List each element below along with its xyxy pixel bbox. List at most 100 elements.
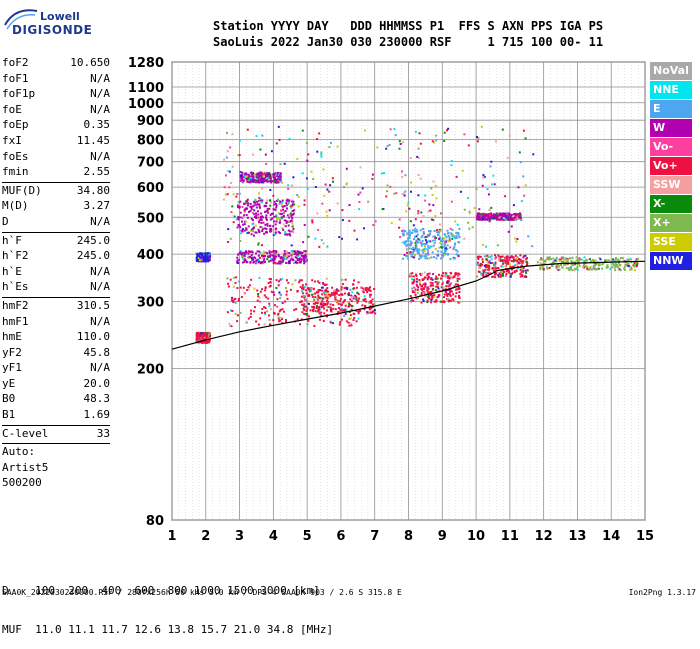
echo-point xyxy=(417,241,420,244)
echo-point xyxy=(504,214,507,216)
echo-point xyxy=(263,204,266,207)
echo-point xyxy=(449,294,452,297)
echo-point xyxy=(281,259,284,262)
echo-point xyxy=(416,284,419,287)
x-tick-label: 9 xyxy=(438,529,447,544)
echo-point xyxy=(598,264,601,267)
echo-point xyxy=(551,265,554,268)
echo-point xyxy=(320,314,323,317)
echo-point xyxy=(442,272,445,274)
echo-point xyxy=(266,177,269,179)
echo-point xyxy=(278,177,281,180)
echo-point xyxy=(281,252,284,255)
echo-point xyxy=(403,233,405,236)
echo-point xyxy=(519,258,522,261)
echo-point xyxy=(324,183,327,186)
echo-point xyxy=(261,288,263,291)
echo-point xyxy=(335,290,338,293)
echo-point xyxy=(605,259,608,262)
echo-point xyxy=(573,269,576,272)
echo-point xyxy=(300,258,303,261)
echo-point xyxy=(444,272,447,275)
param-row: yF2 45.8 xyxy=(2,346,110,362)
echo-point xyxy=(322,297,324,300)
echo-point xyxy=(626,263,629,266)
echo-point xyxy=(488,264,490,267)
echo-point xyxy=(414,241,417,244)
echo-point xyxy=(357,281,360,284)
echo-point xyxy=(243,252,246,255)
echo-point xyxy=(427,287,430,290)
echo-point xyxy=(320,303,323,306)
echo-point xyxy=(440,257,442,260)
echo-point xyxy=(480,273,483,276)
echo-point xyxy=(618,259,621,262)
echo-point xyxy=(272,225,275,228)
echo-point xyxy=(287,220,290,223)
echo-point xyxy=(443,251,446,254)
echo-point xyxy=(268,207,271,210)
echo-point xyxy=(443,293,446,296)
echo-point xyxy=(305,298,308,301)
echo-point xyxy=(415,274,418,277)
echo-point xyxy=(251,177,254,180)
echo-point xyxy=(264,173,267,176)
echo-point xyxy=(348,219,351,222)
echo-point xyxy=(304,260,307,263)
echo-point xyxy=(298,279,301,282)
echo-point xyxy=(238,252,241,255)
echo-point xyxy=(454,283,457,286)
echo-point xyxy=(482,274,484,277)
echo-point xyxy=(592,265,595,267)
echo-point xyxy=(426,301,429,304)
echo-point xyxy=(299,323,301,326)
echo-point xyxy=(436,283,439,286)
echo-point xyxy=(246,198,249,201)
echo-point xyxy=(363,308,366,311)
echo-point xyxy=(622,259,625,262)
echo-point xyxy=(458,277,461,280)
echo-point xyxy=(624,264,627,267)
echo-point xyxy=(461,169,464,172)
echo-point xyxy=(506,260,509,263)
x-tick-label: 2 xyxy=(201,529,210,544)
echo-point xyxy=(250,312,252,315)
echo-point xyxy=(197,253,200,256)
param-value: N/A xyxy=(90,102,110,116)
echo-point xyxy=(246,289,249,291)
echo-point xyxy=(341,278,344,281)
echo-point xyxy=(515,264,518,266)
echo-point xyxy=(579,258,582,261)
echo-point xyxy=(546,267,549,270)
logo-digisonde-text: DIGISONDE xyxy=(12,23,93,37)
y-tick-label: 700 xyxy=(137,156,164,171)
echo-point xyxy=(509,263,512,266)
echo-point xyxy=(245,321,248,324)
echo-point xyxy=(243,258,246,261)
echo-point xyxy=(275,203,277,205)
echo-point xyxy=(577,258,580,261)
param-name: hmF1 xyxy=(2,314,29,328)
echo-point xyxy=(424,235,427,238)
echo-point xyxy=(225,156,228,159)
echo-point xyxy=(254,306,256,309)
echo-point xyxy=(408,229,411,232)
echo-point xyxy=(291,204,294,207)
param-value: 0.35 xyxy=(83,118,111,132)
echo-point xyxy=(344,308,347,311)
echo-point xyxy=(410,300,412,302)
echo-point xyxy=(349,298,352,301)
echo-point xyxy=(269,227,272,230)
echo-point xyxy=(241,229,244,232)
echo-point xyxy=(478,213,481,215)
echo-point xyxy=(275,181,278,184)
echo-point xyxy=(197,338,200,341)
echo-point xyxy=(250,217,253,220)
echo-point xyxy=(198,335,201,338)
echo-point xyxy=(405,240,408,243)
echo-point xyxy=(250,171,253,174)
echo-point xyxy=(447,240,450,243)
echo-point xyxy=(229,309,232,312)
echo-point xyxy=(440,286,443,289)
echo-point xyxy=(323,194,326,197)
